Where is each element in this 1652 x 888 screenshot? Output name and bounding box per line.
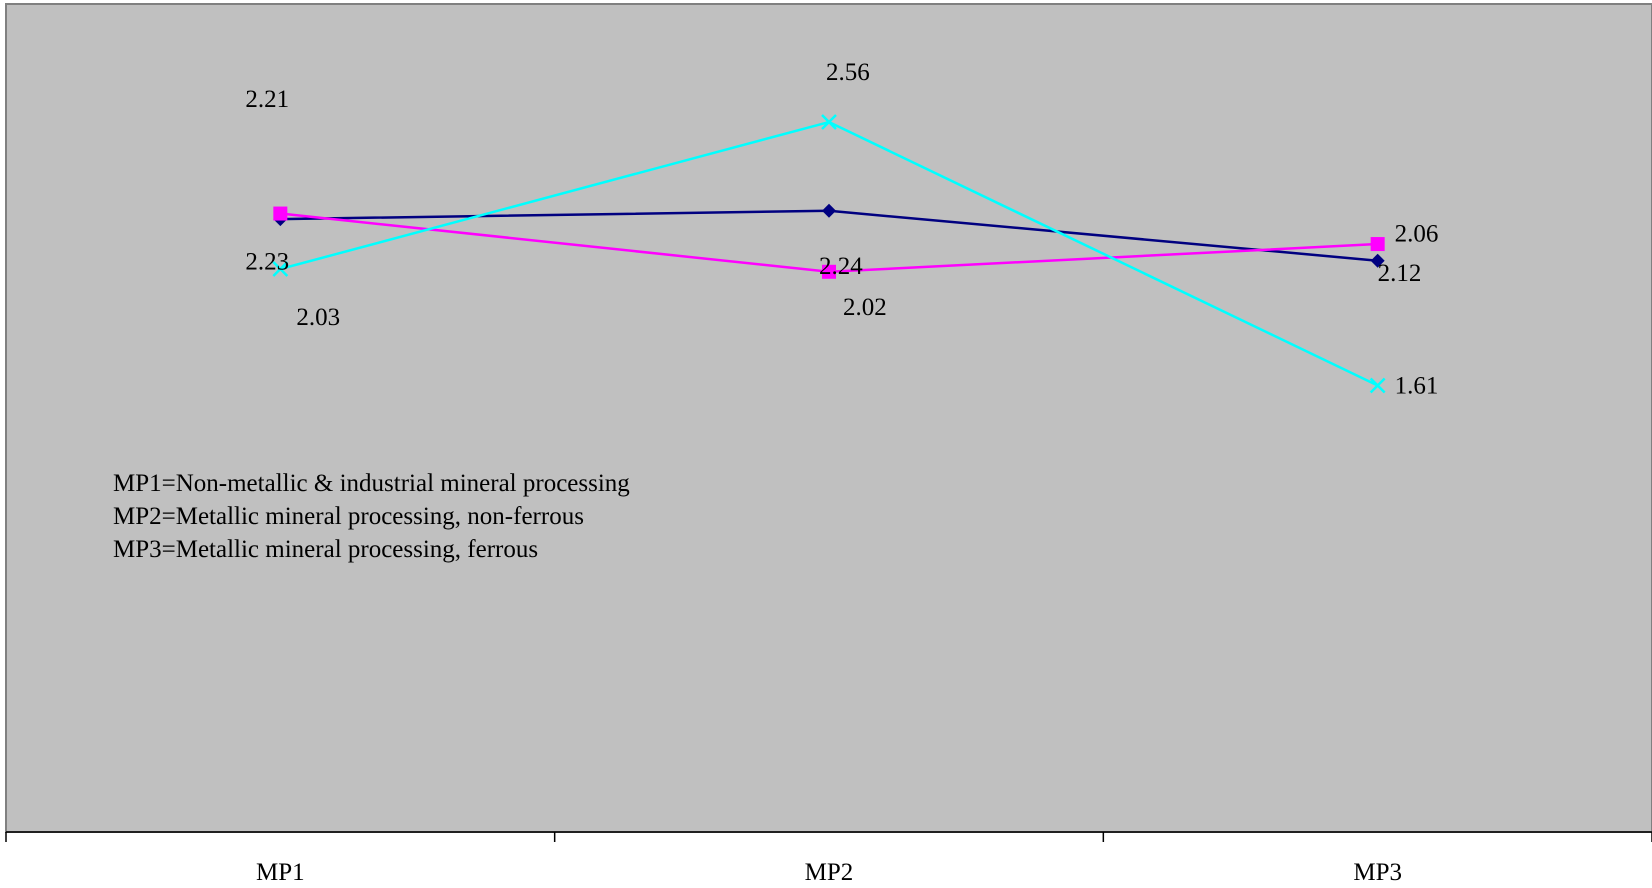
series-3-point-mp3 [1369,377,1386,394]
x-axis-tick-labels: MP1 MP2 MP3 [256,859,1402,886]
series-2-point-mp1 [273,206,288,221]
data-label-series-1-mp3: 2.06 [1395,221,1439,248]
annotation-mp2: MP2=Metallic mineral processing, non-fer… [113,503,584,530]
annotation-mp3: MP3=Metallic mineral processing, ferrous [113,536,539,563]
series-2-point-mp3 [1370,237,1385,252]
data-label-series-2-mp1: 2.23 [245,249,289,276]
series-3-point-mp2 [821,114,837,130]
data-labels: 2.21 2.23 2.03 2.56 2.24 2.02 2.06 2.12 1.61 [245,59,1438,399]
series-3-point-mp1 [272,261,289,277]
data-label-series-1-mp1: 2.21 [245,86,289,113]
plot-area [5,3,1652,833]
x-tick-label-mp1: MP1 [256,859,305,886]
data-label-series-2-mp2: 2.02 [843,294,887,321]
x-tick-label-mp2: MP2 [805,859,854,886]
annotation-mp1: MP1=Non-metallic & industrial mineral pr… [113,470,630,497]
series-2-point-mp2 [822,264,836,279]
data-label-series-3-mp2: 2.56 [826,59,870,86]
x-axis-ticks [5,832,1652,842]
series-1-point-mp3 [1370,253,1385,268]
data-label-series-1-mp2: 2.24 [819,253,863,280]
data-label-series-3-mp3: 1.61 [1395,372,1439,399]
x-tick-label-mp3: MP3 [1353,859,1402,886]
series-markers [272,114,1386,394]
series-1-point-mp2 [822,203,836,218]
data-label-series-3-mp1: 2.03 [296,304,340,331]
data-label-series-2-mp3: 2.12 [1378,260,1422,287]
